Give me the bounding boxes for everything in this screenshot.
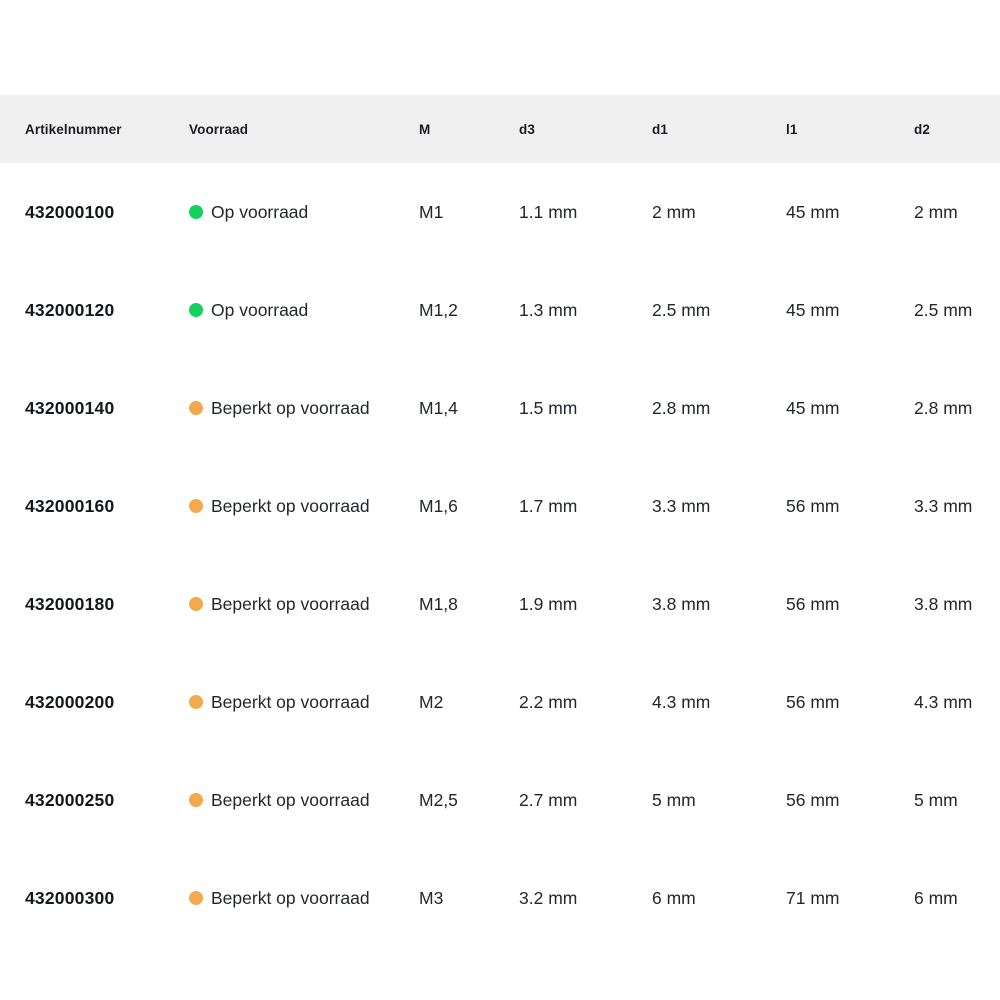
cell-l1: 45 mm — [786, 201, 840, 222]
cell-d3: 1.5 mm — [519, 397, 578, 418]
cell-d3: 1.3 mm — [519, 299, 578, 320]
column-header-voorraad: Voorraad — [189, 121, 249, 137]
cell-d1: 4.3 mm — [652, 691, 711, 712]
cell-d2: 3.8 mm — [914, 593, 973, 614]
stock-status-label: Beperkt op voorraad — [211, 397, 370, 418]
column-header-d3: d3 — [519, 121, 535, 137]
cell-d2: 3.3 mm — [914, 495, 973, 516]
stock-status: Beperkt op voorraad — [189, 496, 419, 517]
article-number: 432000250 — [25, 789, 115, 810]
cell-d3: 3.2 mm — [519, 887, 578, 908]
article-number: 432000300 — [25, 887, 115, 908]
stock-status-dot-icon — [189, 891, 203, 905]
cell-d3: 1.7 mm — [519, 495, 578, 516]
cell-d1: 2 mm — [652, 201, 696, 222]
column-header-d1: d1 — [652, 121, 668, 137]
cell-d2: 2.8 mm — [914, 397, 973, 418]
cell-m: M3 — [419, 887, 444, 908]
table-row: 432000200 Beperkt op voorraad M2 2.2 mm 4.3 … — [0, 653, 1000, 751]
stock-status-dot-icon — [189, 499, 203, 513]
cell-d3: 2.2 mm — [519, 691, 578, 712]
stock-status: Beperkt op voorraad — [189, 594, 419, 615]
table-row: 432000140 Beperkt op voorraad M1,4 1.5 mm 2.… — [0, 359, 1000, 457]
cell-d2: 6 mm — [914, 887, 958, 908]
stock-status: Op voorraad — [189, 202, 419, 223]
stock-status-dot-icon — [189, 597, 203, 611]
table-row: 432000180 Beperkt op voorraad M1,8 1.9 mm 3.… — [0, 555, 1000, 653]
cell-m: M2,5 — [419, 789, 458, 810]
cell-l1: 56 mm — [786, 789, 840, 810]
cell-l1: 45 mm — [786, 299, 840, 320]
cell-d2: 5 mm — [914, 789, 958, 810]
cell-d1: 6 mm — [652, 887, 696, 908]
column-header-l1: l1 — [786, 121, 798, 137]
table-row: 432000300 Beperkt op voorraad M3 3.2 mm 6 mm… — [0, 849, 1000, 947]
cell-d2: 4.3 mm — [914, 691, 973, 712]
stock-status-label: Beperkt op voorraad — [211, 789, 370, 810]
cell-d2: 2 mm — [914, 201, 958, 222]
cell-d1: 2.8 mm — [652, 397, 711, 418]
column-header-artikelnummer: Artikelnummer — [25, 121, 122, 137]
cell-d1: 2.5 mm — [652, 299, 711, 320]
stock-status-dot-icon — [189, 401, 203, 415]
stock-status-dot-icon — [189, 695, 203, 709]
cell-m: M1,8 — [419, 593, 458, 614]
article-number: 432000200 — [25, 691, 115, 712]
stock-status-label: Beperkt op voorraad — [211, 887, 370, 908]
cell-m: M2 — [419, 691, 444, 712]
column-header-d2: d2 — [914, 121, 930, 137]
cell-m: M1,2 — [419, 299, 458, 320]
table-row: 432000100 Op voorraad M1 1.1 mm 2 mm 45 mm 2 m… — [0, 163, 1000, 261]
cell-m: M1,4 — [419, 397, 458, 418]
cell-d1: 3.3 mm — [652, 495, 711, 516]
column-header-m: M — [419, 121, 431, 137]
stock-status: Beperkt op voorraad — [189, 692, 419, 713]
table-body: 432000100 Op voorraad M1 1.1 mm 2 mm 45 mm 2 m… — [0, 163, 1000, 947]
stock-status-label: Beperkt op voorraad — [211, 691, 370, 712]
table-row: 432000250 Beperkt op voorraad M2,5 2.7 mm 5 … — [0, 751, 1000, 849]
cell-d1: 3.8 mm — [652, 593, 711, 614]
stock-status: Beperkt op voorraad — [189, 888, 419, 909]
article-number: 432000100 — [25, 201, 115, 222]
stock-status: Op voorraad — [189, 300, 419, 321]
cell-d3: 1.1 mm — [519, 201, 578, 222]
stock-status-label: Beperkt op voorraad — [211, 495, 370, 516]
stock-status-label: Op voorraad — [211, 299, 309, 320]
article-number: 432000160 — [25, 495, 115, 516]
stock-status-dot-icon — [189, 793, 203, 807]
stock-status-dot-icon — [189, 205, 203, 219]
article-number: 432000140 — [25, 397, 115, 418]
table-row: 432000120 Op voorraad M1,2 1.3 mm 2.5 mm 45 m… — [0, 261, 1000, 359]
cell-l1: 56 mm — [786, 495, 840, 516]
cell-m: M1 — [419, 201, 444, 222]
stock-status-label: Beperkt op voorraad — [211, 593, 370, 614]
cell-m: M1,6 — [419, 495, 458, 516]
cell-l1: 56 mm — [786, 593, 840, 614]
article-number: 432000180 — [25, 593, 115, 614]
stock-status: Beperkt op voorraad — [189, 398, 419, 419]
cell-d3: 2.7 mm — [519, 789, 578, 810]
cell-l1: 45 mm — [786, 397, 840, 418]
cell-l1: 71 mm — [786, 887, 840, 908]
stock-status: Beperkt op voorraad — [189, 790, 419, 811]
table-row: 432000160 Beperkt op voorraad M1,6 1.7 mm 3.… — [0, 457, 1000, 555]
cell-d1: 5 mm — [652, 789, 696, 810]
stock-status-dot-icon — [189, 303, 203, 317]
cell-d2: 2.5 mm — [914, 299, 973, 320]
article-number: 432000120 — [25, 299, 115, 320]
stock-status-label: Op voorraad — [211, 201, 309, 222]
cell-d3: 1.9 mm — [519, 593, 578, 614]
cell-l1: 56 mm — [786, 691, 840, 712]
